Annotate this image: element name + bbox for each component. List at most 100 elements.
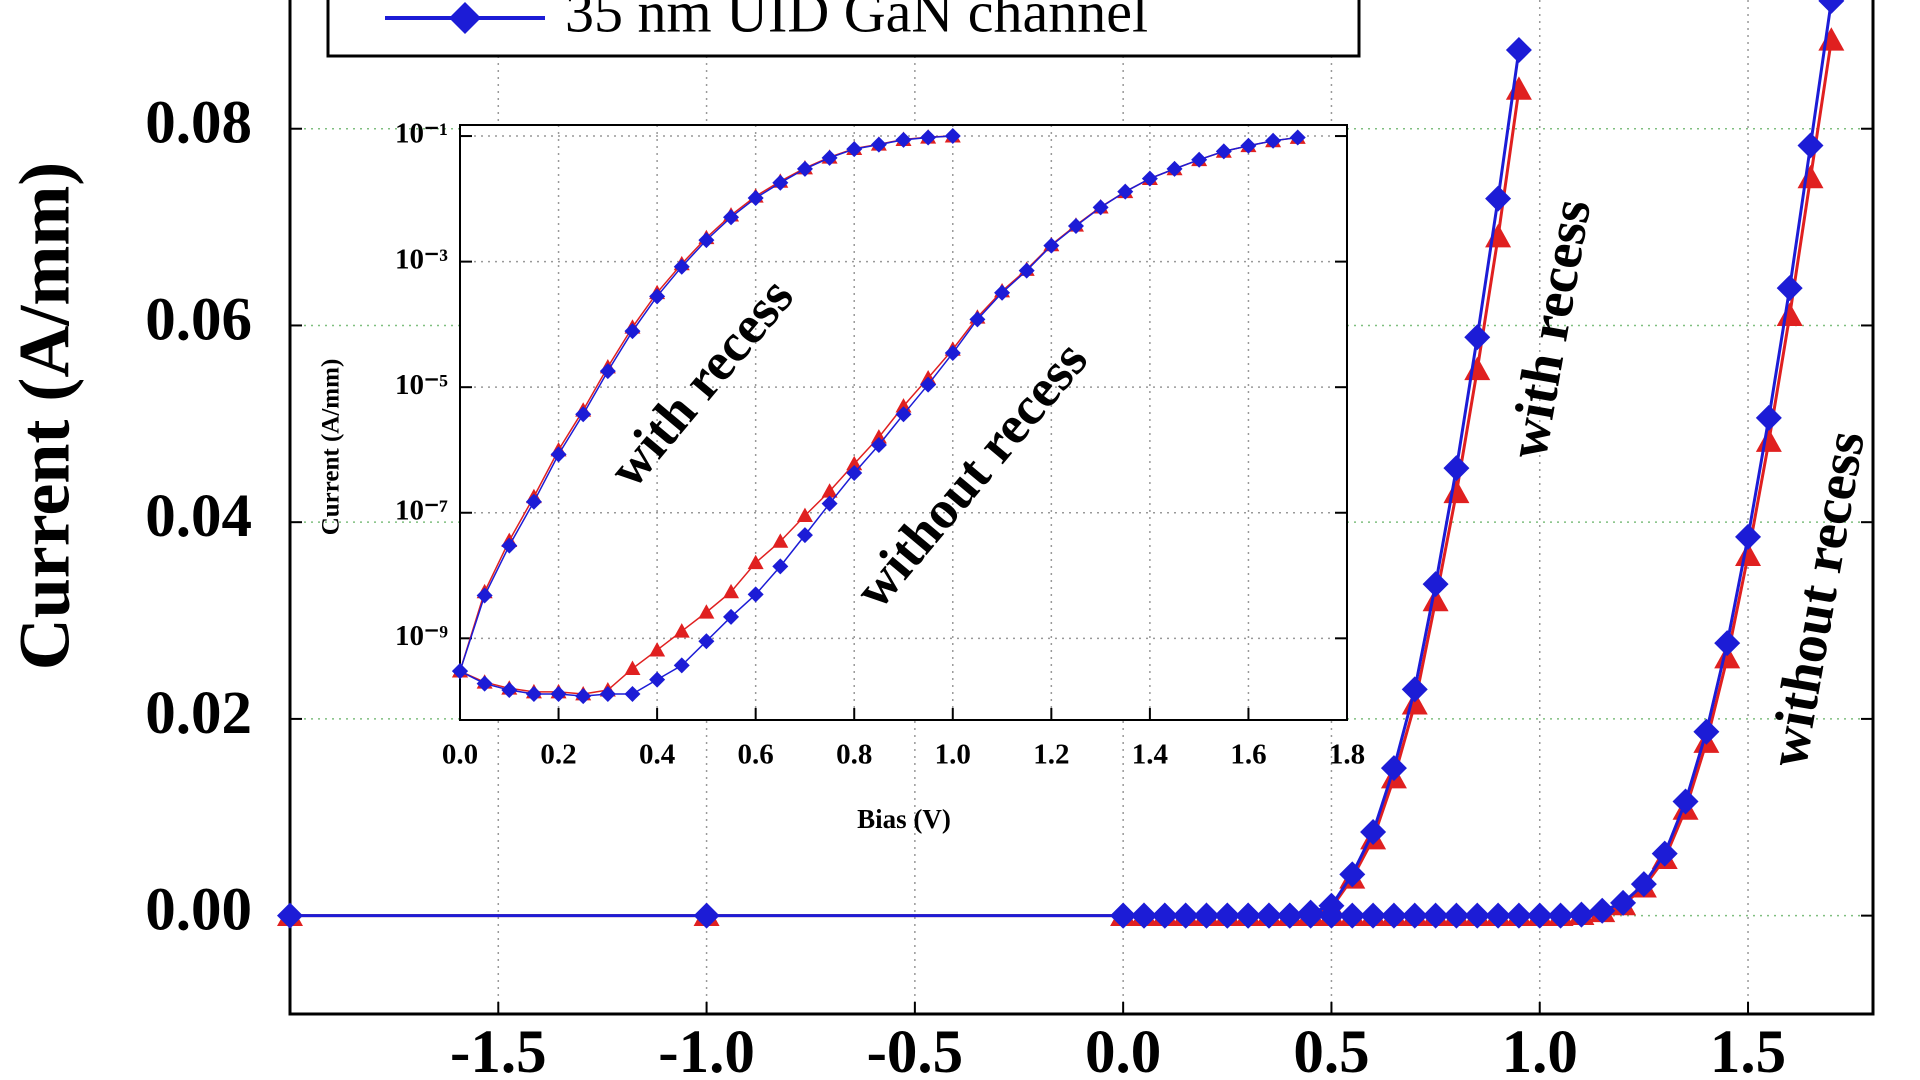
diamond-marker	[1151, 902, 1178, 929]
diamond-marker	[870, 436, 887, 453]
triangle-marker	[1735, 542, 1762, 567]
diamond-marker	[1651, 840, 1678, 867]
diamond-marker	[747, 190, 764, 207]
legend-box	[326, 0, 1361, 58]
y-axis-label: Current (A/mm)	[318, 359, 345, 536]
diamond-marker	[1360, 902, 1387, 929]
diamond-marker	[1589, 897, 1616, 924]
diamond-marker	[1240, 137, 1257, 154]
triangle-marker	[821, 483, 838, 498]
x-tick-label: 1.6	[1230, 739, 1266, 771]
diamond-marker	[1505, 902, 1532, 929]
diamond-marker	[723, 608, 740, 625]
y-tick-label: 10⁻⁵	[395, 369, 448, 401]
diamond-marker	[550, 446, 567, 463]
triangle-marker	[747, 554, 764, 570]
triangle-marker	[1464, 356, 1491, 381]
diamond-marker	[1360, 819, 1387, 846]
diamond-marker	[1276, 902, 1303, 929]
y-tick-label: 10⁻⁹	[395, 620, 448, 652]
y-tick-label: 10⁻³	[395, 243, 448, 275]
x-tick-label: 0.6	[738, 739, 774, 771]
diamond-marker	[1172, 902, 1199, 929]
plot-panel: 10⁻⁹ 10⁻⁷ 10⁻⁵ 10⁻³ 10⁻¹ 0.0 0.2 0.4 0.6 0.8 1.0 1.…	[318, 118, 1365, 834]
diamond-marker	[1422, 902, 1449, 929]
y-tick-label: 10⁻¹	[395, 118, 448, 150]
triangle-marker	[772, 533, 789, 548]
annotation: with recess	[1497, 195, 1604, 464]
diamond-marker	[1464, 324, 1491, 351]
diamond-marker	[1714, 630, 1741, 657]
x-tick-label: -0.5	[867, 1019, 964, 1080]
diamond-marker	[1339, 861, 1366, 888]
diamond-marker	[525, 493, 542, 510]
diamond-marker	[1485, 185, 1512, 212]
diamond-marker	[673, 657, 690, 674]
plot-frame	[459, 124, 1348, 721]
triangle-marker	[846, 455, 863, 471]
triangle-marker	[1818, 27, 1845, 51]
diamond-marker	[1610, 889, 1637, 916]
diamond-marker	[1018, 262, 1035, 279]
triangle-marker	[723, 583, 740, 599]
diamond-marker	[969, 311, 986, 328]
diamond-marker	[1265, 132, 1282, 149]
x-axis-label: Bias (V)	[857, 804, 951, 834]
diamond-marker	[673, 258, 690, 275]
x-tick-label: 1.5	[1710, 1019, 1786, 1080]
diamond-marker	[1193, 902, 1220, 929]
diamond-marker	[649, 671, 666, 688]
diamond-marker	[1401, 902, 1428, 929]
diamond-marker	[1422, 571, 1449, 598]
diamond-marker	[920, 376, 937, 393]
diamond-marker	[1547, 902, 1574, 929]
x-tick-label: -1.5	[450, 1019, 547, 1080]
triangle-marker	[1755, 428, 1782, 452]
triangle-marker	[796, 507, 813, 523]
diamond-marker	[1568, 901, 1595, 928]
x-tick-label: 0.0	[442, 739, 478, 771]
diamond-marker	[846, 464, 863, 481]
diamond-marker	[895, 406, 912, 423]
diamond-marker	[1110, 902, 1137, 929]
x-tick-label: 0.2	[540, 739, 576, 771]
diamond-marker	[747, 586, 764, 603]
y-tick-label: 0.04	[145, 483, 252, 550]
diamond-marker	[624, 685, 641, 702]
y-tick-label: 0.06	[145, 286, 252, 353]
x-tick-label: 1.8	[1329, 739, 1365, 771]
diamond-marker	[1043, 237, 1060, 254]
diamond-marker	[575, 688, 592, 705]
diamond-marker	[501, 537, 518, 554]
diamond-marker	[994, 284, 1011, 301]
diamond-marker	[821, 149, 838, 166]
y-axis-label: Current (A/mm)	[5, 162, 85, 671]
diamond-marker	[895, 131, 912, 148]
legend-label: 35 nm UID GaN channel	[565, 0, 1148, 44]
diamond-marker	[698, 232, 715, 249]
diamond-marker	[944, 345, 961, 362]
diamond-marker	[624, 323, 641, 340]
triangle-marker	[673, 623, 690, 638]
plot-frame	[288, 0, 1875, 1016]
x-tick-label: 1.0	[1502, 1019, 1578, 1080]
diamond-marker	[693, 902, 720, 929]
diamond-marker	[1505, 37, 1532, 64]
annotation: without recess	[1757, 427, 1877, 772]
diamond-marker	[1130, 902, 1157, 929]
diamond-marker	[1215, 143, 1232, 160]
diamond-marker	[550, 685, 567, 702]
diamond-marker	[525, 685, 542, 702]
diamond-marker	[796, 160, 813, 177]
diamond-marker	[1191, 151, 1208, 168]
diamond-marker	[1214, 902, 1241, 929]
diamond-marker	[1526, 902, 1553, 929]
triangle-marker	[1505, 76, 1532, 100]
diamond-marker	[1289, 129, 1306, 146]
diamond-marker	[1401, 676, 1428, 703]
x-tick-label: 0.8	[836, 739, 872, 771]
diamond-marker	[821, 495, 838, 512]
y-tick-label: 0.02	[145, 680, 252, 747]
diamond-marker	[1443, 902, 1470, 929]
diamond-marker	[1818, 0, 1845, 14]
